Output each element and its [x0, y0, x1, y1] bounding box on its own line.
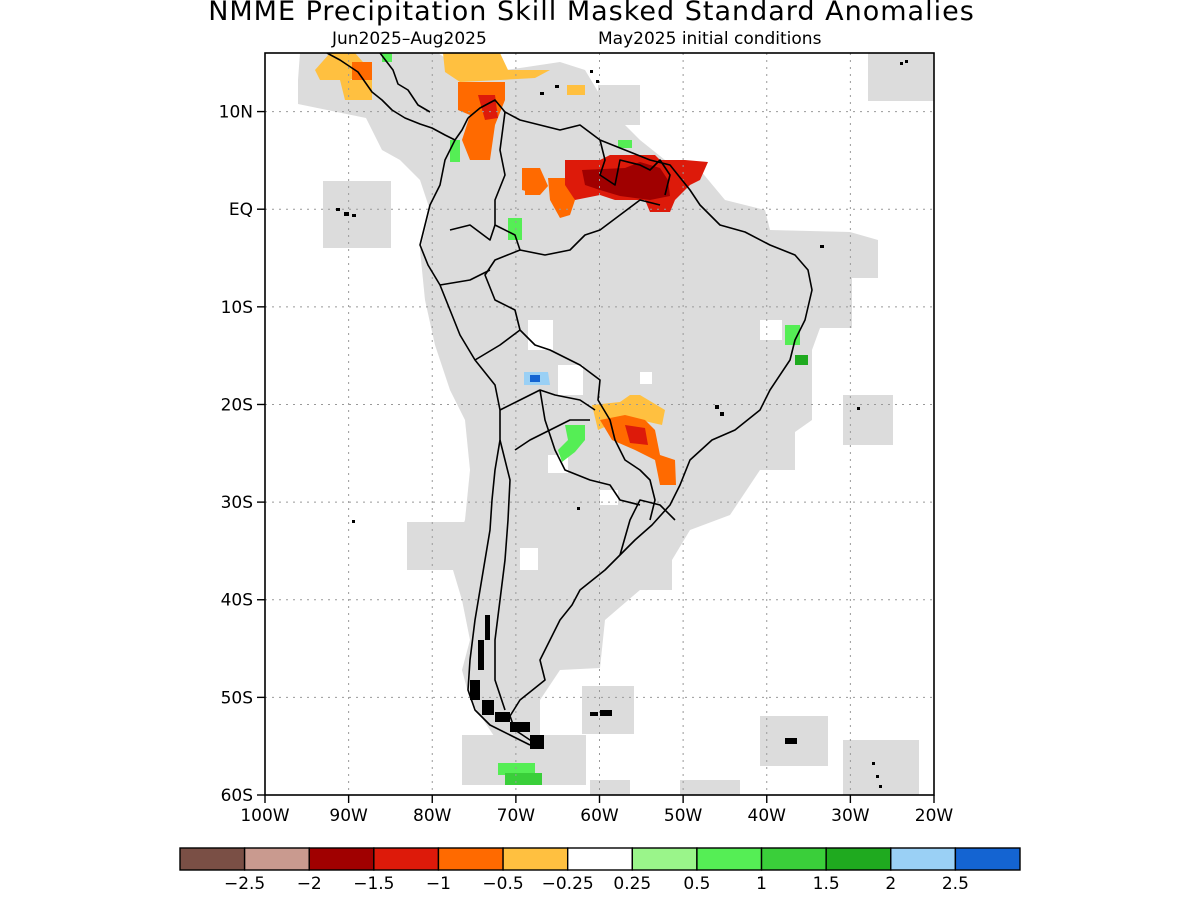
legend-swatch — [890, 847, 957, 871]
lat-tick-label: EQ — [229, 200, 253, 220]
gridlines — [265, 53, 934, 795]
lon-tick-label: 50W — [664, 806, 703, 826]
lon-tick-label: 90W — [329, 806, 368, 826]
legend-label: −1 — [426, 874, 451, 894]
masked-region — [298, 53, 934, 795]
lat-tick-label: 30S — [221, 493, 253, 513]
legend-label: −0.5 — [482, 874, 523, 894]
legend-swatch — [308, 847, 375, 871]
lon-tick-label: 20W — [915, 806, 954, 826]
latitude-labels: 10N EQ 10S 20S 30S 40S 50S 60S — [219, 103, 253, 806]
chart-title: NMME Precipitation Skill Masked Standard… — [208, 0, 975, 27]
legend-label: −0.25 — [542, 874, 594, 894]
lon-tick-label: 70W — [497, 806, 536, 826]
legend-label: 2.5 — [942, 874, 969, 894]
legend-label: −2.5 — [224, 874, 265, 894]
legend-label: 0.25 — [613, 874, 651, 894]
color-legend: −2.5 −2 −1.5 −1 −0.5 −0.25 0.25 0.5 1 1.5 2 2.5 — [179, 847, 1021, 894]
lon-tick-label: 40W — [748, 806, 787, 826]
lat-tick-label: 40S — [221, 591, 253, 611]
neutral-anomaly-patches — [520, 320, 782, 570]
initial-conditions: May2025 initial conditions — [598, 29, 822, 49]
legend-swatch — [373, 847, 440, 871]
legend-swatch — [696, 847, 763, 871]
legend-label: 1 — [756, 874, 767, 894]
lat-tick-label: 10S — [221, 298, 253, 318]
lat-tick-label: 50S — [221, 688, 253, 708]
lat-tick-label: 10N — [219, 103, 253, 123]
forecast-period: Jun2025–Aug2025 — [332, 29, 487, 49]
legend-swatch — [825, 847, 892, 871]
lon-tick-label: 100W — [240, 806, 289, 826]
legend-label: 2 — [885, 874, 896, 894]
islands — [336, 60, 908, 788]
legend-label: 0.5 — [683, 874, 710, 894]
legend-swatch — [179, 847, 246, 871]
legend-swatch — [631, 847, 698, 871]
legend-swatch — [566, 847, 634, 871]
legend-swatch — [243, 847, 310, 871]
legend-swatch — [954, 847, 1021, 871]
lon-tick-label: 80W — [413, 806, 452, 826]
lon-tick-label: 60W — [580, 806, 619, 826]
legend-label: 1.5 — [813, 874, 840, 894]
lon-tick-label: 30W — [831, 806, 870, 826]
longitude-labels: 100W 90W 80W 70W 60W 50W 40W 30W 20W — [240, 806, 953, 826]
legend-label: −1.5 — [353, 874, 394, 894]
coastline — [326, 53, 813, 746]
lat-tick-label: 60S — [221, 786, 253, 806]
legend-swatch — [437, 847, 504, 871]
legend-swatch — [502, 847, 569, 871]
lat-tick-label: 20S — [221, 395, 253, 415]
legend-swatch — [760, 847, 827, 871]
axis-ticks — [257, 110, 935, 803]
legend-label: −2 — [297, 874, 322, 894]
anomaly-cells — [315, 53, 808, 785]
